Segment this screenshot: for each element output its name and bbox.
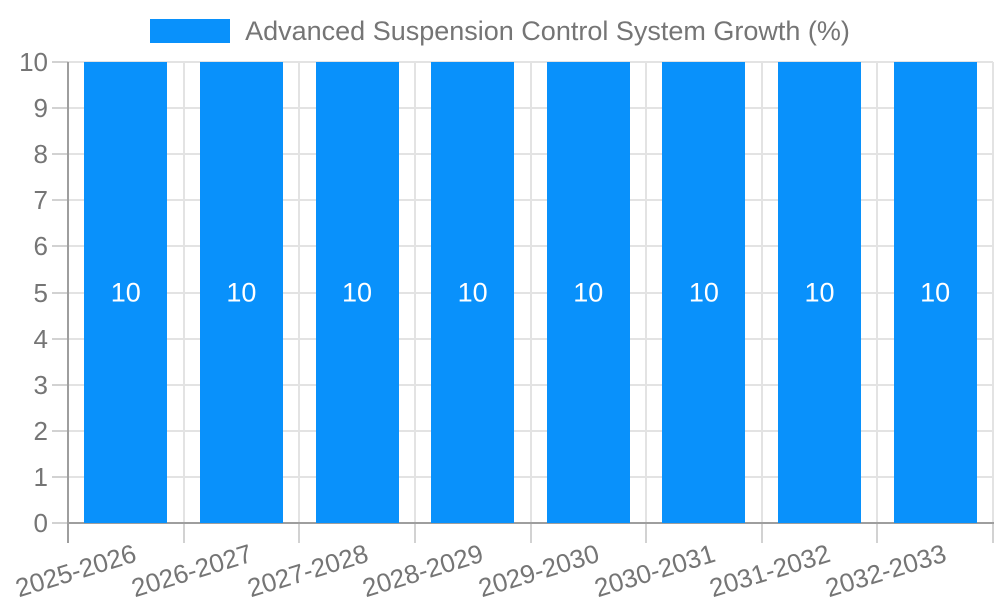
y-tick — [52, 475, 68, 478]
bar-value-label: 10 — [688, 277, 719, 307]
x-gridline — [992, 62, 994, 523]
y-tick — [52, 199, 68, 202]
x-axis-label: 2025-2026 — [12, 538, 140, 600]
y-tick — [52, 337, 68, 340]
bar — [315, 62, 399, 523]
x-axis-label: 2030-2031 — [590, 538, 719, 600]
x-axis-label: 2031-2032 — [706, 538, 834, 600]
x-tick — [413, 523, 416, 543]
bar-value-label: 10 — [573, 277, 604, 307]
legend-swatch — [150, 19, 231, 43]
x-tick — [645, 523, 648, 543]
y-tick — [52, 429, 68, 432]
x-axis-label: 2028-2029 — [359, 538, 487, 600]
x-tick — [298, 523, 301, 543]
bar-value-label: 10 — [457, 277, 488, 307]
bar — [662, 62, 746, 523]
y-tick — [52, 245, 68, 248]
x-axis-label: 2032-2033 — [821, 538, 950, 600]
legend: Advanced Suspension Control System Growt… — [0, 16, 1000, 46]
x-gridline — [876, 62, 879, 523]
y-axis-label: 2 — [33, 415, 48, 446]
x-gridline — [529, 62, 532, 523]
y-axis-label: 5 — [33, 277, 48, 308]
x-gridline — [413, 62, 416, 523]
y-axis-line — [67, 62, 69, 543]
y-axis-label: 1 — [33, 461, 48, 492]
y-axis-label: 7 — [33, 185, 48, 216]
y-tick — [52, 291, 68, 294]
y-tick — [52, 383, 68, 386]
bar-value-label: 10 — [110, 277, 141, 307]
x-tick — [529, 523, 532, 543]
bar-value-label: 10 — [920, 277, 951, 307]
y-axis-label: 9 — [33, 93, 48, 124]
bar — [893, 62, 977, 523]
bar-value-label: 10 — [804, 277, 835, 307]
bar — [84, 62, 168, 523]
y-axis-label: 10 — [19, 47, 48, 77]
y-axis-label: 6 — [33, 231, 48, 262]
bar — [778, 62, 862, 523]
y-tick — [52, 107, 68, 110]
legend-label: Advanced Suspension Control System Growt… — [245, 16, 850, 46]
x-gridline — [298, 62, 301, 523]
y-axis-label: 3 — [33, 369, 48, 400]
bar-value-label: 10 — [342, 277, 373, 307]
x-tick — [182, 523, 185, 543]
x-axis-label: 2029-2030 — [474, 538, 603, 600]
bar — [546, 62, 630, 523]
x-tick — [876, 523, 879, 543]
y-tick — [52, 153, 68, 156]
x-tick — [760, 523, 763, 543]
bar — [431, 62, 515, 523]
bar-value-label: 10 — [226, 277, 257, 307]
x-gridline — [760, 62, 763, 523]
y-axis-label: 0 — [33, 508, 48, 538]
x-axis-line — [67, 522, 994, 524]
y-tick — [52, 61, 68, 63]
x-gridline — [645, 62, 648, 523]
x-axis-label: 2026-2027 — [127, 538, 256, 600]
bar — [199, 62, 283, 523]
y-axis-label: 8 — [33, 139, 48, 170]
x-axis-label: 2027-2028 — [243, 538, 372, 600]
x-tick — [992, 523, 994, 543]
y-tick — [52, 522, 68, 524]
y-axis-label: 4 — [33, 323, 48, 354]
x-gridline — [182, 62, 185, 523]
